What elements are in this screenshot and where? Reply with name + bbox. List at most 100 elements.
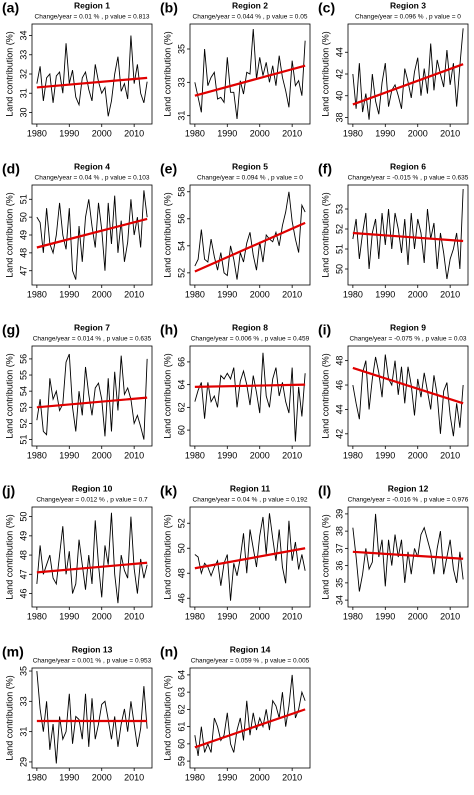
x-tick-label: 1980 <box>185 611 205 621</box>
x-tick-label: 2010 <box>282 128 302 138</box>
x-tick-label: 2010 <box>282 772 302 782</box>
x-tick-label: 2010 <box>282 611 302 621</box>
chart-title: Region 7 <box>74 322 110 332</box>
y-axis-label: Land contribution (%) <box>162 31 172 117</box>
chart-subtitle: Change/year = 0.012 % , p value = 0.7 <box>36 497 148 504</box>
y-tick-label: 33 <box>18 696 28 706</box>
y-tick-label: 39 <box>334 509 344 519</box>
y-tick-label: 35 <box>18 666 28 676</box>
chart-title: Region 9 <box>390 322 426 332</box>
plot-frame <box>31 667 153 769</box>
x-tick-label: 1980 <box>27 128 47 138</box>
data-line <box>36 512 148 604</box>
trend-line <box>352 550 464 560</box>
y-tick-label: 52 <box>176 268 186 278</box>
trend-line <box>194 383 306 389</box>
panel-label: (h) <box>160 322 178 338</box>
x-tick-label: 1980 <box>185 128 205 138</box>
x-tick-label: 2000 <box>92 450 112 460</box>
y-tick-label: 46 <box>334 380 344 390</box>
x-tick-label: 2010 <box>124 450 144 460</box>
y-tick-label: 51 <box>334 244 344 254</box>
x-tick-label: 1990 <box>217 450 237 460</box>
panel-label: (n) <box>160 644 178 660</box>
chart-subtitle: Change/year = 0.006 % , p value = 0.459 <box>191 336 310 343</box>
y-tick-label: 48 <box>18 248 28 258</box>
y-tick-label: 42 <box>334 429 344 439</box>
x-tick-label: 1980 <box>185 450 205 460</box>
plot-frame <box>189 667 311 769</box>
plot-frame <box>347 23 469 125</box>
plot-frame <box>347 184 469 286</box>
panel-label: (j) <box>2 483 15 499</box>
y-tick-label: 50 <box>334 264 344 274</box>
data-line <box>194 352 306 442</box>
plot-frame <box>189 23 311 125</box>
panel-label: (g) <box>2 322 20 338</box>
y-tick-label: 34 <box>18 31 28 41</box>
y-tick-label: 55 <box>18 370 28 380</box>
chart-title: Region 6 <box>390 161 426 171</box>
y-axis-label: Land contribution (%) <box>320 192 330 278</box>
y-tick-label: 62 <box>176 402 186 412</box>
chart-subtitle: Change/year = -0.016 % , p value = 0.976 <box>348 497 469 504</box>
data-line <box>36 190 148 280</box>
plot-frame <box>31 345 153 447</box>
y-axis-label: Land contribution (%) <box>4 192 14 278</box>
chart-title: Region 5 <box>232 161 268 171</box>
data-line <box>352 354 464 437</box>
x-tick-label: 1990 <box>59 128 79 138</box>
panel-label: (l) <box>318 483 331 499</box>
y-tick-label: 36 <box>334 561 344 571</box>
y-tick-label: 58 <box>176 187 186 197</box>
y-tick-label: 49 <box>18 531 28 541</box>
y-axis-label: Land contribution (%) <box>4 353 14 439</box>
y-tick-label: 34 <box>334 595 344 605</box>
y-tick-label: 54 <box>18 386 28 396</box>
x-tick-label: 2000 <box>92 611 112 621</box>
y-tick-label: 42 <box>334 69 344 79</box>
y-tick-label: 29 <box>18 757 28 767</box>
x-tick-label: 2000 <box>92 772 112 782</box>
y-tick-label: 51 <box>18 435 28 445</box>
panel-label: (c) <box>318 0 335 16</box>
x-tick-label: 2010 <box>124 772 144 782</box>
panel-label: (a) <box>2 0 19 16</box>
y-tick-label: 60 <box>176 425 186 435</box>
panel-label: (f) <box>318 161 332 177</box>
y-tick-label: 31 <box>176 111 186 121</box>
x-tick-label: 1990 <box>59 772 79 782</box>
trend-line <box>36 76 148 89</box>
x-tick-label: 2000 <box>92 289 112 299</box>
trend-line <box>194 221 306 273</box>
y-tick-label: 35 <box>176 44 186 54</box>
x-tick-label: 1990 <box>217 772 237 782</box>
x-tick-label: 1990 <box>59 611 79 621</box>
data-line <box>194 191 306 280</box>
y-tick-label: 64 <box>176 380 186 390</box>
y-tick-label: 48 <box>334 356 344 366</box>
data-line <box>194 28 306 120</box>
trend-line <box>36 396 148 409</box>
x-tick-label: 2000 <box>408 128 428 138</box>
y-axis-label: Land contribution (%) <box>162 514 172 600</box>
y-tick-label: 54 <box>176 241 186 251</box>
y-tick-label: 47 <box>18 266 28 276</box>
x-tick-label: 1980 <box>27 289 47 299</box>
x-tick-label: 2010 <box>440 128 460 138</box>
trend-line <box>194 64 306 97</box>
chart-subtitle: Change/year = 0.094 % , p value = 0 <box>197 175 303 182</box>
data-line <box>194 674 306 756</box>
y-tick-label: 38 <box>334 526 344 536</box>
y-tick-label: 48 <box>18 550 28 560</box>
y-tick-label: 46 <box>18 589 28 599</box>
x-tick-label: 1980 <box>343 289 363 299</box>
x-tick-label: 1990 <box>375 611 395 621</box>
trend-line <box>352 366 464 405</box>
data-line <box>352 188 464 280</box>
plot-frame <box>189 506 311 608</box>
y-axis-label: Land contribution (%) <box>162 353 172 439</box>
plot-frame <box>347 345 469 447</box>
y-axis-label: Land contribution (%) <box>320 353 330 439</box>
